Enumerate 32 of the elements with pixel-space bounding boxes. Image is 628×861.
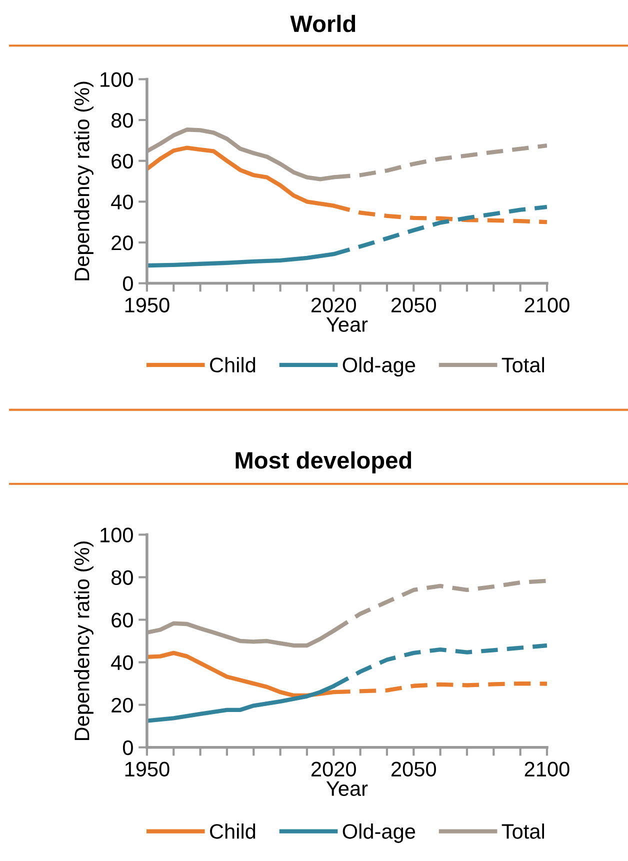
legend-label: Old-age	[342, 824, 416, 843]
legend-label: Total	[502, 357, 544, 372]
legend-label: Child	[210, 357, 256, 372]
y-tick-label: 0	[122, 740, 133, 756]
legend-label: Old-age	[342, 357, 416, 377]
y-tick-label: 80	[111, 570, 133, 585]
x-tick-label: 2020	[312, 762, 356, 777]
legend-label: Child	[210, 824, 256, 839]
legend-label: Total	[502, 824, 544, 839]
x-tick-label: 2020	[312, 298, 356, 312]
x-tick-label: 2050	[392, 298, 436, 312]
x-axis-title: Year	[326, 781, 368, 796]
x-tick-label: 1950	[125, 298, 170, 312]
x-tick-label: 2100	[524, 298, 570, 312]
x-tick-label: 2100	[524, 762, 570, 777]
y-tick-label: 60	[112, 154, 133, 169]
y-tick-label: 80	[111, 113, 133, 128]
chart-title: World	[290, 14, 356, 32]
y-tick-label: 0	[122, 276, 133, 292]
y-tick-label: 20	[112, 235, 133, 250]
x-tick-label: 2050	[392, 762, 436, 777]
y-tick-label: 100	[100, 528, 133, 542]
y-tick-label: 60	[112, 612, 133, 628]
y-tick-label: 20	[112, 698, 133, 713]
y-axis-title: Dependency ratio (%)	[74, 82, 94, 280]
y-tick-label: 40	[111, 655, 133, 670]
chart-title: Most developed	[236, 451, 412, 474]
x-axis-title: Year	[326, 317, 368, 332]
y-tick-label: 40	[111, 194, 133, 210]
y-tick-label: 100	[100, 72, 133, 87]
y-axis-title: Dependency ratio (%)	[74, 542, 94, 740]
x-tick-label: 1950	[125, 762, 170, 777]
